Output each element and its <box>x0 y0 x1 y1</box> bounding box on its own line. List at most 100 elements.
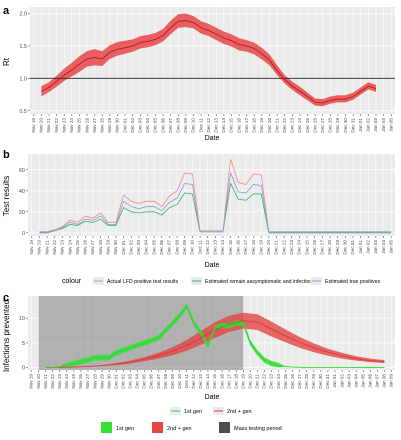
panel-a-content <box>30 13 395 107</box>
x-tick-label: Nov 30 <box>113 240 118 255</box>
x-tick-label: Dec 22 <box>281 240 286 255</box>
x-tick-label: Dec 23 <box>290 118 295 133</box>
panel-a-x-ticks: Nov 19 Nov 20 Nov 21 Nov 22 Nov 23 Nov 24 Nov … <box>31 114 393 133</box>
x-tick-label: Jan 03 <box>373 118 378 132</box>
x-tick-label: Dec 21 <box>274 240 279 255</box>
legend-c-fill-label: 2nd + gen <box>167 426 192 432</box>
x-tick-label: Jan 04 <box>381 240 386 254</box>
x-tick-label: Jan 01 <box>332 374 337 388</box>
x-tick-label: Dec 12 <box>191 374 196 389</box>
x-tick-label: Nov 26 <box>78 374 83 389</box>
x-tick-label: Dec 02 <box>130 118 135 133</box>
x-tick-label: Dec 06 <box>149 374 154 389</box>
x-tick-label: Dec 02 <box>120 374 125 389</box>
x-tick-label: Nov 24 <box>69 118 74 133</box>
x-tick-label: Dec 30 <box>343 240 348 255</box>
x-tick-label: Dec 05 <box>142 374 147 389</box>
x-tick-label: Jan 02 <box>365 240 370 254</box>
x-tick-label: Dec 09 <box>182 240 187 255</box>
x-tick-label: Dec 11 <box>197 240 202 255</box>
legend-b-item-remain: Estimated remain assymptomatic and infec… <box>191 277 315 285</box>
x-tick-label: Dec 11 <box>184 374 189 389</box>
x-tick-label: Dec 12 <box>205 240 210 255</box>
x-tick-label: Nov 29 <box>99 374 104 389</box>
panel-b-grid <box>28 154 395 236</box>
x-tick-label: Dec 10 <box>190 240 195 255</box>
panel-c-content <box>38 296 385 370</box>
first-gen-band <box>45 303 385 368</box>
x-tick-label: Dec 03 <box>136 240 141 255</box>
x-tick-label: Dec 05 <box>151 240 156 255</box>
legend-b-label: Estimated true positives <box>325 279 380 285</box>
x-tick-label: Dec 28 <box>304 374 309 389</box>
panel-a-x-axis-label: Date <box>205 135 220 142</box>
x-tick-label: Jan 02 <box>366 118 371 132</box>
x-tick-label: Nov 29 <box>107 118 112 133</box>
legend-c-line-label: 1st gen <box>184 409 202 415</box>
y-tick-label: 0.5 <box>19 109 27 115</box>
x-tick-label: Dec 17 <box>243 240 248 255</box>
legend-c-fill-item-2nd-gen: 2nd + gen <box>152 422 192 433</box>
y-tick-label: 20 <box>19 210 25 216</box>
x-tick-label: Nov 20 <box>36 374 41 389</box>
x-tick-label: Nov 26 <box>83 240 88 255</box>
x-tick-label: Dec 21 <box>274 118 279 133</box>
x-tick-label: Nov 19 <box>29 240 34 255</box>
x-tick-label: Dec 30 <box>343 118 348 133</box>
y-tick-label: 40 <box>19 189 25 195</box>
x-tick-label: Dec 20 <box>267 118 272 133</box>
x-tick-label: Nov 27 <box>90 240 95 255</box>
legend-b-label: Actual LFD positive test results <box>107 279 179 285</box>
legend-b-item-true: Estimated true positives <box>311 277 380 285</box>
x-tick-label: Dec 18 <box>252 118 257 133</box>
x-tick-label: Dec 26 <box>290 374 295 389</box>
x-tick-label: Nov 28 <box>99 118 104 133</box>
x-tick-label: Nov 30 <box>115 118 120 133</box>
legend-b-label: Estimated remain assymptomatic and infec… <box>205 279 315 285</box>
panel-a-y-ticks: 0.5 1.0 1.5 2.0 <box>19 11 30 115</box>
x-tick-label: Dec 15 <box>212 374 217 389</box>
legend-c-fill-swatch <box>101 422 112 433</box>
x-tick-label: Dec 28 <box>327 240 332 255</box>
x-tick-label: Dec 15 <box>228 240 233 255</box>
x-tick-label: Dec 14 <box>220 240 225 255</box>
x-tick-label: Nov 28 <box>98 240 103 255</box>
x-tick-label: Dec 24 <box>297 240 302 255</box>
x-tick-label: Dec 04 <box>135 374 140 389</box>
y-tick-label: 5 <box>22 341 25 347</box>
x-tick-label: Nov 22 <box>52 240 57 255</box>
legend-c-line-item-2nd-gen: 2nd + gen <box>213 407 252 415</box>
x-tick-label: Dec 29 <box>335 240 340 255</box>
x-tick-label: Dec 11 <box>198 118 203 133</box>
panel-b-letter: b <box>3 149 10 161</box>
panel-b-y-ticks: 0 20 40 60 <box>19 168 28 237</box>
x-tick-label: Dec 09 <box>183 118 188 133</box>
x-tick-label: Nov 24 <box>67 240 72 255</box>
x-tick-label: Dec 03 <box>137 118 142 133</box>
x-tick-label: Dec 16 <box>235 240 240 255</box>
x-tick-label: Dec 04 <box>145 118 150 133</box>
x-tick-label: Dec 17 <box>226 374 231 389</box>
panel-c-letter: c <box>3 292 9 304</box>
x-tick-label: Dec 26 <box>312 240 317 255</box>
x-tick-label: Jan 04 <box>353 374 358 388</box>
x-tick-label: Nov 29 <box>106 240 111 255</box>
legend-c-line-item-1st-gen: 1st gen <box>170 407 202 415</box>
x-tick-label: Dec 20 <box>248 374 253 389</box>
x-tick-label: Dec 07 <box>156 374 161 389</box>
x-tick-label: Nov 23 <box>57 374 62 389</box>
x-tick-label: Dec 31 <box>350 118 355 133</box>
x-tick-label: Dec 31 <box>325 374 330 389</box>
x-tick-label: Dec 24 <box>276 374 281 389</box>
y-tick-label: 0 <box>22 366 25 372</box>
x-tick-label: Jan 03 <box>346 374 351 388</box>
panel-c-y-axis-label: Infections prevented <box>2 300 11 372</box>
x-tick-label: Dec 08 <box>176 118 181 133</box>
panel-b-content <box>39 159 392 234</box>
x-tick-label: Dec 22 <box>282 118 287 133</box>
x-tick-label: Dec 19 <box>259 118 264 133</box>
x-tick-label: Nov 20 <box>39 118 44 133</box>
x-tick-label: Nov 22 <box>54 118 59 133</box>
x-tick-label: Nov 23 <box>60 240 65 255</box>
